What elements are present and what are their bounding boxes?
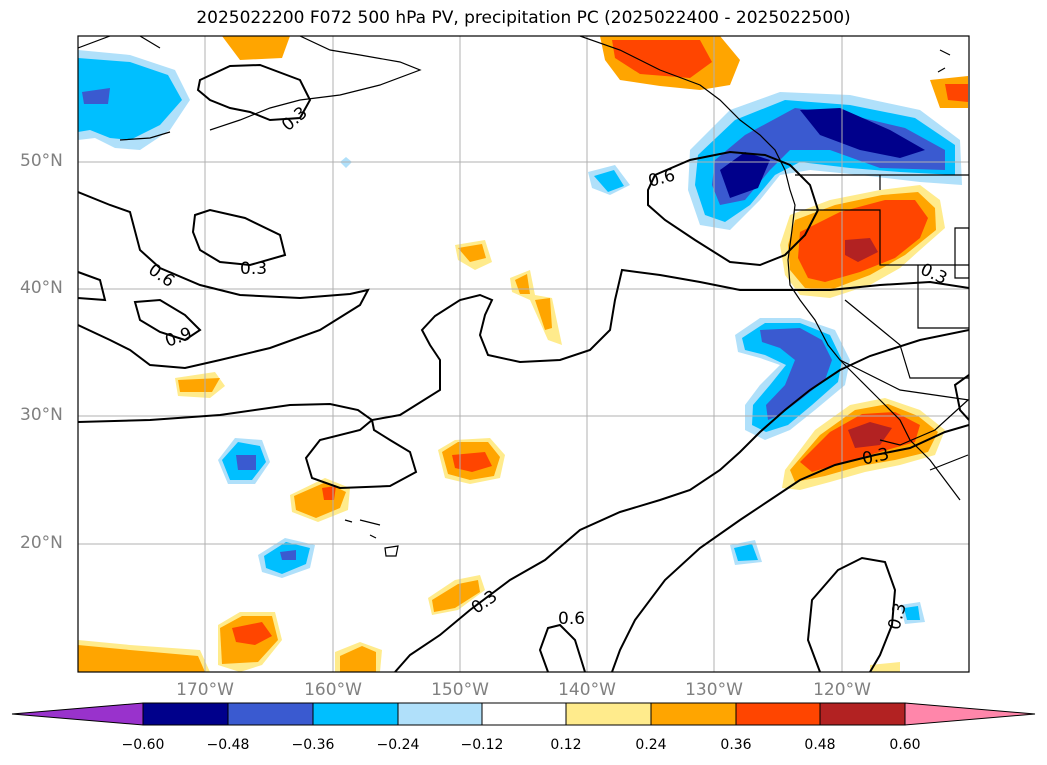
precip-blob <box>904 606 920 620</box>
precip-blob <box>845 238 878 262</box>
colorbar-tick-label: −0.60 <box>121 737 165 753</box>
precip-blob <box>222 36 290 60</box>
lon-label: 150°W <box>431 680 489 700</box>
precip-blob <box>432 580 480 612</box>
precip-blob <box>612 40 712 78</box>
precip-blob <box>178 378 220 392</box>
precip-blob <box>232 622 272 645</box>
colorbar-tick-label: 0.36 <box>720 737 752 753</box>
precip-blob <box>78 645 205 672</box>
lon-label: 160°W <box>304 680 362 700</box>
lon-label: 140°W <box>558 680 616 700</box>
precip-blob <box>340 646 376 672</box>
precip-blob <box>515 274 552 330</box>
precip-blob <box>236 455 256 470</box>
lat-label: 50°N <box>20 151 63 171</box>
lat-label: 40°N <box>20 278 63 298</box>
precip-blob <box>82 88 110 104</box>
colorbar-tick-label: −0.36 <box>291 737 335 753</box>
graticule <box>78 36 969 672</box>
contour-label: 0.6 <box>144 260 178 292</box>
colorbar-tick-label: −0.24 <box>376 737 420 753</box>
contour-label: 0.9 <box>163 324 195 352</box>
colorbar-tick-label: 0.48 <box>804 737 836 753</box>
pv-contours <box>78 63 969 672</box>
precip-blob <box>280 550 296 560</box>
lon-label: 170°W <box>176 680 234 700</box>
colorbar-tick-label: −0.12 <box>460 737 504 753</box>
colorbar-tick-label: 0.24 <box>635 737 667 753</box>
lat-label: 30°N <box>20 405 63 425</box>
lon-label: 130°W <box>685 680 743 700</box>
plot-frame <box>77 35 970 673</box>
precip-blob <box>848 422 892 448</box>
precip-blob <box>760 328 832 420</box>
colorbar-tick-label: 0.12 <box>550 737 582 753</box>
contour-label: 0.6 <box>646 165 677 191</box>
lon-label: 120°W <box>813 680 871 700</box>
contour-label: 0.6 <box>558 609 585 629</box>
precip-blob <box>458 244 486 262</box>
precip-blob <box>734 544 758 561</box>
precipitation-field <box>78 36 968 672</box>
colorbar-tick-label: −0.48 <box>206 737 250 753</box>
precip-blob <box>945 84 968 102</box>
colorbar <box>11 702 1036 726</box>
lat-label: 20°N <box>20 533 63 553</box>
contour-label: 0.3 <box>885 601 911 632</box>
precip-blob <box>594 170 624 192</box>
precip-blob <box>452 452 492 472</box>
map-title: 2025022200 F072 500 hPa PV, precipitatio… <box>196 8 851 28</box>
colorbar-tick-label: 0.60 <box>889 737 921 753</box>
precip-blob <box>78 58 182 140</box>
precip-blob <box>720 108 925 198</box>
precip-blob <box>870 662 900 672</box>
coastlines <box>78 36 969 557</box>
precip-blob <box>322 486 336 500</box>
contour-label: 0.3 <box>240 259 267 279</box>
